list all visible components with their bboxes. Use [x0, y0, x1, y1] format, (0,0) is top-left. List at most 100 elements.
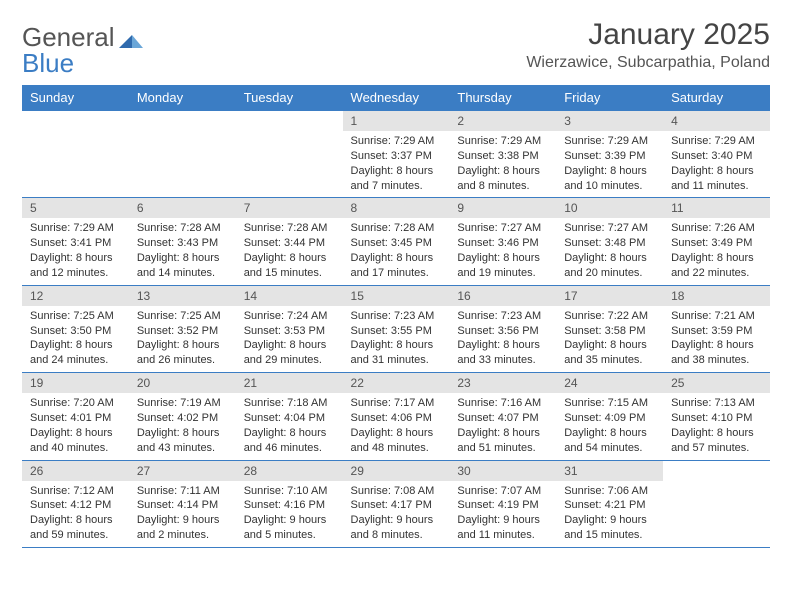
day-details: Sunrise: 7:27 AMSunset: 3:48 PMDaylight:…: [556, 218, 663, 284]
col-wednesday: Wednesday: [343, 85, 450, 111]
day-number: 15: [343, 286, 450, 306]
day-number: 25: [663, 373, 770, 393]
day-cell: 5Sunrise: 7:29 AMSunset: 3:41 PMDaylight…: [22, 198, 129, 285]
day-number: 30: [449, 461, 556, 481]
day-details: Sunrise: 7:27 AMSunset: 3:46 PMDaylight:…: [449, 218, 556, 284]
day-details: Sunrise: 7:25 AMSunset: 3:52 PMDaylight:…: [129, 306, 236, 372]
day-details: Sunrise: 7:22 AMSunset: 3:58 PMDaylight:…: [556, 306, 663, 372]
day-number: 29: [343, 461, 450, 481]
col-tuesday: Tuesday: [236, 85, 343, 111]
day-details: Sunrise: 7:06 AMSunset: 4:21 PMDaylight:…: [556, 481, 663, 547]
day-cell: 8Sunrise: 7:28 AMSunset: 3:45 PMDaylight…: [343, 198, 450, 285]
day-cell: 27Sunrise: 7:11 AMSunset: 4:14 PMDayligh…: [129, 460, 236, 547]
day-number: 13: [129, 286, 236, 306]
day-number: 20: [129, 373, 236, 393]
day-cell: 14Sunrise: 7:24 AMSunset: 3:53 PMDayligh…: [236, 285, 343, 372]
day-cell: 19Sunrise: 7:20 AMSunset: 4:01 PMDayligh…: [22, 373, 129, 460]
day-details: Sunrise: 7:10 AMSunset: 4:16 PMDaylight:…: [236, 481, 343, 547]
calendar-page: General January 2025 Wierzawice, Subcarp…: [0, 0, 792, 548]
day-cell: 30Sunrise: 7:07 AMSunset: 4:19 PMDayligh…: [449, 460, 556, 547]
week-row: 26Sunrise: 7:12 AMSunset: 4:12 PMDayligh…: [22, 460, 770, 547]
day-details: Sunrise: 7:16 AMSunset: 4:07 PMDaylight:…: [449, 393, 556, 459]
day-number: 12: [22, 286, 129, 306]
day-details: Sunrise: 7:28 AMSunset: 3:45 PMDaylight:…: [343, 218, 450, 284]
day-cell: 1Sunrise: 7:29 AMSunset: 3:37 PMDaylight…: [343, 111, 450, 198]
day-cell: 10Sunrise: 7:27 AMSunset: 3:48 PMDayligh…: [556, 198, 663, 285]
day-details: Sunrise: 7:11 AMSunset: 4:14 PMDaylight:…: [129, 481, 236, 547]
day-number: 23: [449, 373, 556, 393]
day-cell: 11Sunrise: 7:26 AMSunset: 3:49 PMDayligh…: [663, 198, 770, 285]
day-number: 14: [236, 286, 343, 306]
day-details: Sunrise: 7:23 AMSunset: 3:56 PMDaylight:…: [449, 306, 556, 372]
day-number: 21: [236, 373, 343, 393]
day-number: 9: [449, 198, 556, 218]
day-cell: 12Sunrise: 7:25 AMSunset: 3:50 PMDayligh…: [22, 285, 129, 372]
day-details: Sunrise: 7:07 AMSunset: 4:19 PMDaylight:…: [449, 481, 556, 547]
day-details: Sunrise: 7:18 AMSunset: 4:04 PMDaylight:…: [236, 393, 343, 459]
day-details: Sunrise: 7:29 AMSunset: 3:39 PMDaylight:…: [556, 131, 663, 197]
col-sunday: Sunday: [22, 85, 129, 111]
day-details: Sunrise: 7:17 AMSunset: 4:06 PMDaylight:…: [343, 393, 450, 459]
day-details: Sunrise: 7:24 AMSunset: 3:53 PMDaylight:…: [236, 306, 343, 372]
day-cell: 28Sunrise: 7:10 AMSunset: 4:16 PMDayligh…: [236, 460, 343, 547]
day-details: Sunrise: 7:25 AMSunset: 3:50 PMDaylight:…: [22, 306, 129, 372]
day-number: 28: [236, 461, 343, 481]
day-number: 6: [129, 198, 236, 218]
day-cell: 29Sunrise: 7:08 AMSunset: 4:17 PMDayligh…: [343, 460, 450, 547]
day-cell: 17Sunrise: 7:22 AMSunset: 3:58 PMDayligh…: [556, 285, 663, 372]
day-number: 2: [449, 111, 556, 131]
day-cell: 15Sunrise: 7:23 AMSunset: 3:55 PMDayligh…: [343, 285, 450, 372]
day-cell: 25Sunrise: 7:13 AMSunset: 4:10 PMDayligh…: [663, 373, 770, 460]
day-details: Sunrise: 7:23 AMSunset: 3:55 PMDaylight:…: [343, 306, 450, 372]
day-number: 22: [343, 373, 450, 393]
day-cell: 22Sunrise: 7:17 AMSunset: 4:06 PMDayligh…: [343, 373, 450, 460]
day-number: 31: [556, 461, 663, 481]
month-title: January 2025: [526, 18, 770, 52]
day-cell: 9Sunrise: 7:27 AMSunset: 3:46 PMDaylight…: [449, 198, 556, 285]
weekday-header-row: Sunday Monday Tuesday Wednesday Thursday…: [22, 85, 770, 111]
day-cell: 18Sunrise: 7:21 AMSunset: 3:59 PMDayligh…: [663, 285, 770, 372]
day-details: Sunrise: 7:29 AMSunset: 3:41 PMDaylight:…: [22, 218, 129, 284]
day-number: 4: [663, 111, 770, 131]
day-cell: [663, 460, 770, 547]
day-cell: [236, 111, 343, 198]
day-number: 10: [556, 198, 663, 218]
day-number: 11: [663, 198, 770, 218]
day-details: Sunrise: 7:29 AMSunset: 3:38 PMDaylight:…: [449, 131, 556, 197]
day-cell: 7Sunrise: 7:28 AMSunset: 3:44 PMDaylight…: [236, 198, 343, 285]
day-cell: 24Sunrise: 7:15 AMSunset: 4:09 PMDayligh…: [556, 373, 663, 460]
week-row: 5Sunrise: 7:29 AMSunset: 3:41 PMDaylight…: [22, 198, 770, 285]
day-details: Sunrise: 7:15 AMSunset: 4:09 PMDaylight:…: [556, 393, 663, 459]
day-cell: [22, 111, 129, 198]
week-row: 19Sunrise: 7:20 AMSunset: 4:01 PMDayligh…: [22, 373, 770, 460]
col-thursday: Thursday: [449, 85, 556, 111]
day-cell: 16Sunrise: 7:23 AMSunset: 3:56 PMDayligh…: [449, 285, 556, 372]
day-cell: 2Sunrise: 7:29 AMSunset: 3:38 PMDaylight…: [449, 111, 556, 198]
day-cell: 21Sunrise: 7:18 AMSunset: 4:04 PMDayligh…: [236, 373, 343, 460]
day-number: 7: [236, 198, 343, 218]
week-row: 12Sunrise: 7:25 AMSunset: 3:50 PMDayligh…: [22, 285, 770, 372]
day-number: 26: [22, 461, 129, 481]
day-number: 5: [22, 198, 129, 218]
day-number: 17: [556, 286, 663, 306]
day-details: Sunrise: 7:20 AMSunset: 4:01 PMDaylight:…: [22, 393, 129, 459]
day-cell: 20Sunrise: 7:19 AMSunset: 4:02 PMDayligh…: [129, 373, 236, 460]
day-cell: 6Sunrise: 7:28 AMSunset: 3:43 PMDaylight…: [129, 198, 236, 285]
day-details: Sunrise: 7:19 AMSunset: 4:02 PMDaylight:…: [129, 393, 236, 459]
day-number: 16: [449, 286, 556, 306]
day-number: 8: [343, 198, 450, 218]
col-friday: Friday: [556, 85, 663, 111]
day-number: 3: [556, 111, 663, 131]
day-details: Sunrise: 7:13 AMSunset: 4:10 PMDaylight:…: [663, 393, 770, 459]
day-details: Sunrise: 7:29 AMSunset: 3:40 PMDaylight:…: [663, 131, 770, 197]
day-cell: [129, 111, 236, 198]
calendar-table: Sunday Monday Tuesday Wednesday Thursday…: [22, 85, 770, 548]
col-monday: Monday: [129, 85, 236, 111]
logo-text-blue: Blue: [22, 48, 770, 79]
day-number: 19: [22, 373, 129, 393]
day-cell: 4Sunrise: 7:29 AMSunset: 3:40 PMDaylight…: [663, 111, 770, 198]
logo-triangle-icon: [119, 30, 143, 48]
day-details: Sunrise: 7:26 AMSunset: 3:49 PMDaylight:…: [663, 218, 770, 284]
day-details: Sunrise: 7:08 AMSunset: 4:17 PMDaylight:…: [343, 481, 450, 547]
day-number: 18: [663, 286, 770, 306]
